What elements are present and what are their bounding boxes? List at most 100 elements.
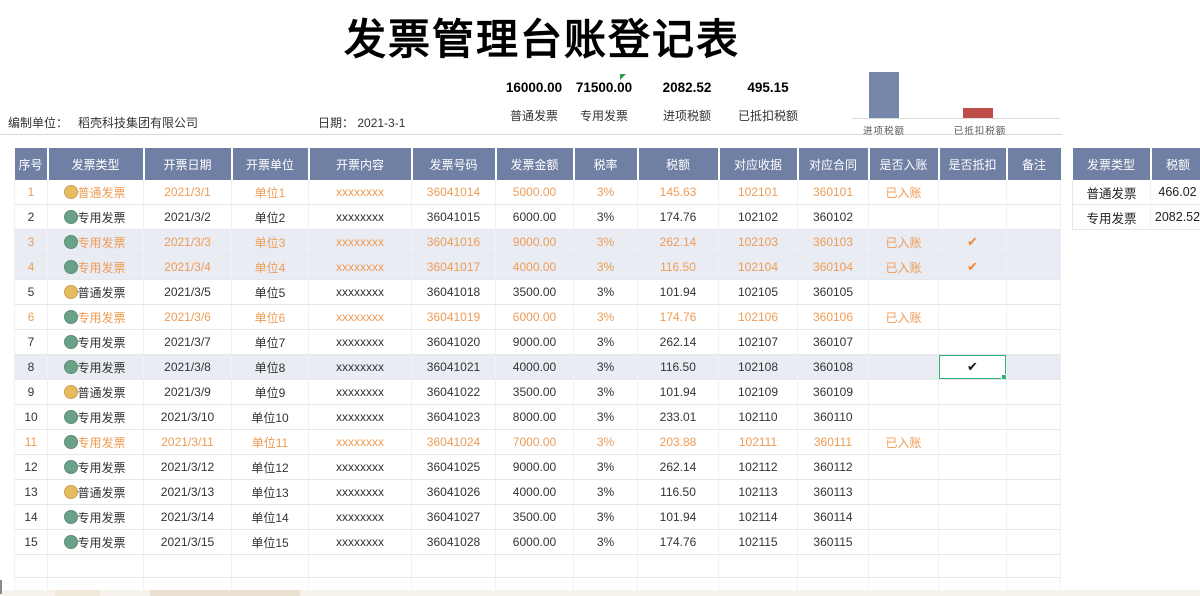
empty-cell[interactable] bbox=[573, 577, 638, 590]
cell-date[interactable]: 2021/3/4 bbox=[143, 254, 232, 280]
tax-summary-table[interactable]: 发票类型 税额 普通发票 466.02 专用发票 2082.52 bbox=[1072, 148, 1200, 230]
cell-date[interactable]: 2021/3/2 bbox=[143, 204, 232, 230]
cell-invoice_no[interactable]: 36041016 bbox=[411, 229, 496, 255]
empty-cell[interactable] bbox=[1006, 577, 1061, 590]
cell-seq[interactable]: 1 bbox=[14, 180, 48, 205]
cell-unit[interactable]: 单位11 bbox=[231, 429, 309, 455]
date-field[interactable]: 日期： 2021-3-1 bbox=[318, 114, 405, 131]
cell-note[interactable] bbox=[1006, 180, 1061, 205]
column-header[interactable]: 开票内容 bbox=[308, 148, 413, 180]
cell-unit[interactable]: 单位8 bbox=[231, 354, 309, 380]
cell-entered[interactable]: 已入账 bbox=[868, 229, 939, 255]
empty-cell[interactable] bbox=[47, 554, 144, 578]
empty-cell[interactable] bbox=[938, 554, 1007, 578]
cell-contract[interactable]: 360106 bbox=[797, 304, 869, 330]
cell-receipt[interactable]: 102108 bbox=[718, 354, 798, 380]
cell-note[interactable] bbox=[1006, 329, 1061, 355]
cell-receipt[interactable]: 102114 bbox=[718, 504, 798, 530]
empty-cell[interactable] bbox=[14, 554, 48, 578]
cell-receipt[interactable]: 102109 bbox=[718, 379, 798, 405]
empty-cell[interactable] bbox=[495, 577, 574, 590]
cell-rate[interactable]: 3% bbox=[573, 379, 638, 405]
column-header[interactable]: 税率 bbox=[573, 148, 639, 180]
cell-tax[interactable]: 101.94 bbox=[637, 504, 719, 530]
cell-invoice_no[interactable]: 36041022 bbox=[411, 379, 496, 405]
cell-amount[interactable]: 9000.00 bbox=[495, 229, 574, 255]
cell-seq[interactable]: 5 bbox=[14, 279, 48, 305]
cell-deducted[interactable] bbox=[938, 304, 1007, 330]
cell-note[interactable] bbox=[1006, 479, 1061, 505]
cell-rate[interactable]: 3% bbox=[573, 404, 638, 430]
cell-invoice-type[interactable]: 专用发票 bbox=[47, 229, 144, 255]
sheet-tab-partial[interactable] bbox=[150, 590, 300, 596]
cell-seq[interactable]: 6 bbox=[14, 304, 48, 330]
cell-contract[interactable]: 360107 bbox=[797, 329, 869, 355]
cell-rate[interactable]: 3% bbox=[573, 529, 638, 555]
empty-cell[interactable] bbox=[495, 554, 574, 578]
cell-deducted[interactable] bbox=[938, 204, 1007, 230]
cell-date[interactable]: 2021/3/1 bbox=[143, 180, 232, 205]
cell-content[interactable]: xxxxxxxx bbox=[308, 429, 412, 455]
cell-invoice-type[interactable]: 专用发票 bbox=[47, 454, 144, 480]
cell-note[interactable] bbox=[1006, 304, 1061, 330]
cell-rate[interactable]: 3% bbox=[573, 279, 638, 305]
cell-rate[interactable]: 3% bbox=[573, 429, 638, 455]
cell-deducted[interactable] bbox=[938, 279, 1007, 305]
cell-rate[interactable]: 3% bbox=[573, 180, 638, 205]
cell-invoice_no[interactable]: 36041024 bbox=[411, 429, 496, 455]
column-header[interactable]: 对应收据 bbox=[718, 148, 799, 180]
cell-tax[interactable]: 174.76 bbox=[637, 204, 719, 230]
empty-cell[interactable] bbox=[637, 577, 719, 590]
cell-invoice-type[interactable]: 专用发票 bbox=[47, 329, 144, 355]
cell-amount[interactable]: 4000.00 bbox=[495, 479, 574, 505]
cell-content[interactable]: xxxxxxxx bbox=[308, 229, 412, 255]
cell-entered[interactable] bbox=[868, 329, 939, 355]
empty-cell[interactable] bbox=[47, 577, 144, 590]
cell-amount[interactable]: 5000.00 bbox=[495, 180, 574, 205]
cell-entered[interactable]: 已入账 bbox=[868, 180, 939, 205]
cell-content[interactable]: xxxxxxxx bbox=[308, 454, 412, 480]
cell-content[interactable]: xxxxxxxx bbox=[308, 479, 412, 505]
cell-receipt[interactable]: 102107 bbox=[718, 329, 798, 355]
prepared-by-value[interactable]: 稻壳科技集团有限公司 bbox=[78, 116, 199, 130]
cell-unit[interactable]: 单位9 bbox=[231, 379, 309, 405]
column-header[interactable]: 发票类型 bbox=[47, 148, 145, 180]
cell-seq[interactable]: 8 bbox=[14, 354, 48, 380]
cell-content[interactable]: xxxxxxxx bbox=[308, 180, 412, 205]
cell-content[interactable]: xxxxxxxx bbox=[308, 504, 412, 530]
cell-date[interactable]: 2021/3/14 bbox=[143, 504, 232, 530]
cell-date[interactable]: 2021/3/10 bbox=[143, 404, 232, 430]
cell-seq[interactable]: 14 bbox=[14, 504, 48, 530]
cell-tax[interactable]: 262.14 bbox=[637, 229, 719, 255]
cell-date[interactable]: 2021/3/8 bbox=[143, 354, 232, 380]
cell-tax[interactable]: 2082.52 bbox=[1150, 204, 1200, 230]
cell-amount[interactable]: 9000.00 bbox=[495, 454, 574, 480]
cell-unit[interactable]: 单位7 bbox=[231, 329, 309, 355]
cell-invoice-type[interactable]: 专用发票 bbox=[47, 204, 144, 230]
cell-entered[interactable] bbox=[868, 454, 939, 480]
cell-invoice-type[interactable]: 专用发票 bbox=[47, 529, 144, 555]
cell-invoice_no[interactable]: 36041019 bbox=[411, 304, 496, 330]
cell-date[interactable]: 2021/3/13 bbox=[143, 479, 232, 505]
cell-deducted[interactable] bbox=[938, 479, 1007, 505]
cell-amount[interactable]: 3500.00 bbox=[495, 379, 574, 405]
cell-invoice-type[interactable]: 专用发票 bbox=[47, 254, 144, 280]
empty-cell[interactable] bbox=[231, 577, 309, 590]
cell-entered[interactable] bbox=[868, 479, 939, 505]
cell-tax[interactable]: 116.50 bbox=[637, 354, 719, 380]
empty-cell[interactable] bbox=[637, 554, 719, 578]
cell-invoice_no[interactable]: 36041018 bbox=[411, 279, 496, 305]
cell-date[interactable]: 2021/3/11 bbox=[143, 429, 232, 455]
cell-rate[interactable]: 3% bbox=[573, 204, 638, 230]
cell-unit[interactable]: 单位13 bbox=[231, 479, 309, 505]
empty-cell[interactable] bbox=[308, 554, 412, 578]
cell-entered[interactable]: 已入账 bbox=[868, 429, 939, 455]
cell-seq[interactable]: 7 bbox=[14, 329, 48, 355]
cell-amount[interactable]: 8000.00 bbox=[495, 404, 574, 430]
column-header[interactable]: 序号 bbox=[14, 148, 49, 180]
cell-amount[interactable]: 9000.00 bbox=[495, 329, 574, 355]
cell-content[interactable]: xxxxxxxx bbox=[308, 354, 412, 380]
cell-invoice-type[interactable]: 专用发票 bbox=[47, 404, 144, 430]
empty-cell[interactable] bbox=[938, 577, 1007, 590]
cell-invoice_no[interactable]: 36041020 bbox=[411, 329, 496, 355]
